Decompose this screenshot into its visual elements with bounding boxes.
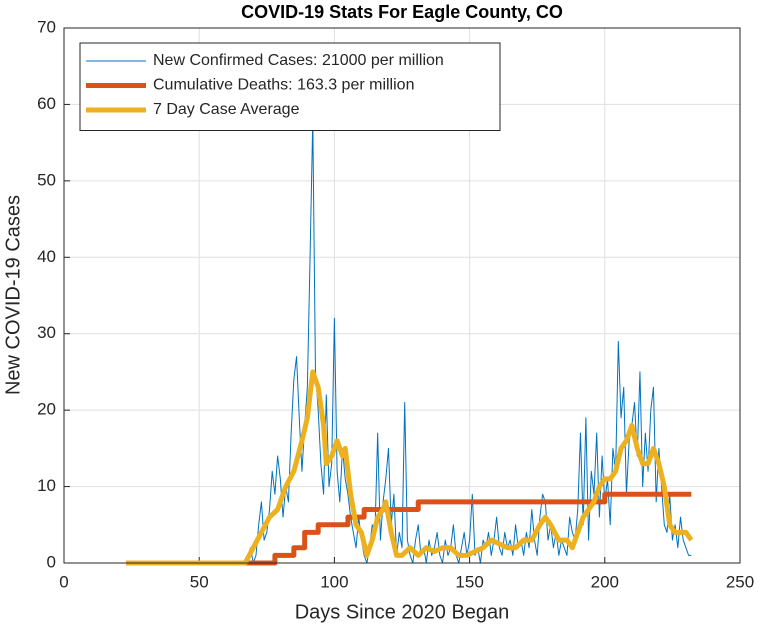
legend-box — [79, 42, 501, 131]
x-tick-label: 150 — [455, 572, 483, 591]
series-line — [126, 369, 694, 566]
x-tick-label: 50 — [190, 572, 209, 591]
x-tick-label: 200 — [591, 572, 619, 591]
y-tick-label: 20 — [37, 400, 56, 419]
y-tick-label: 50 — [37, 170, 56, 189]
y-axis-label: New COVID-19 Cases — [2, 195, 24, 395]
legend-label: 7 Day Case Average — [153, 101, 300, 118]
x-tick-label: 0 — [59, 572, 68, 591]
chart-title: COVID-19 Stats For Eagle County, CO — [241, 2, 563, 22]
y-tick-label: 40 — [37, 247, 56, 266]
x-axis-label: Days Since 2020 Began — [295, 601, 510, 623]
y-tick-label: 60 — [37, 94, 56, 113]
y-tick-label: 70 — [37, 17, 56, 36]
y-tick-label: 0 — [47, 552, 56, 571]
series-line — [126, 491, 692, 566]
legend-label: New Confirmed Cases: 21000 per million — [153, 52, 444, 69]
y-tick-label: 10 — [37, 476, 56, 495]
y-tick-label: 30 — [37, 323, 56, 342]
legend-label: Cumulative Deaths: 163.3 per million — [153, 77, 414, 94]
axes-box — [63, 27, 741, 564]
x-tick-label: 100 — [320, 572, 348, 591]
x-tick-label: 250 — [726, 572, 754, 591]
